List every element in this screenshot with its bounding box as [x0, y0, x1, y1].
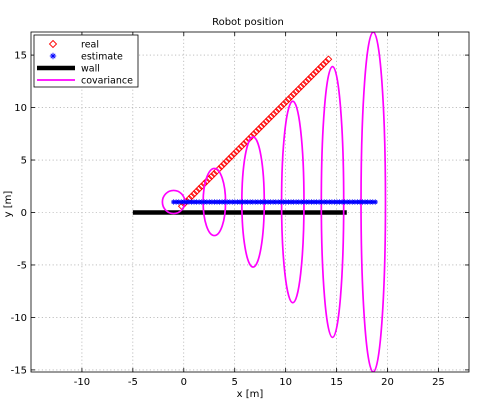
real-point — [292, 87, 300, 96]
legend-marker-estimate — [49, 52, 57, 60]
y-tick-label: -10 — [11, 313, 27, 324]
legend-item-covariance: covariance — [37, 75, 133, 86]
x-tick-label: 25 — [432, 377, 445, 388]
y-tick-label: 10 — [14, 103, 27, 114]
series-real — [177, 55, 333, 211]
real-point — [279, 100, 288, 108]
real-point — [222, 157, 231, 166]
real-point — [202, 177, 211, 186]
y-tick-label: -5 — [17, 260, 27, 271]
legend-label: real — [81, 39, 99, 50]
real-point — [190, 189, 199, 198]
y-tick-label: -15 — [11, 365, 27, 376]
real-point — [269, 110, 278, 118]
real-point — [267, 112, 276, 121]
real-point — [324, 55, 333, 64]
x-tick-label: -10 — [74, 377, 90, 388]
estimate-point — [372, 199, 378, 205]
real-point — [232, 147, 241, 156]
x-tick-label: 0 — [181, 377, 187, 388]
real-point — [259, 120, 268, 128]
real-point — [272, 107, 281, 116]
legend-label: estimate — [81, 51, 123, 62]
real-point — [287, 92, 295, 101]
real-point — [192, 187, 201, 196]
x-tick-label: 20 — [381, 377, 394, 388]
axis-ticks: -10 -5 0 5 10 15 20 25 -15 -10 -5 0 5 10 15 — [11, 32, 469, 388]
real-point — [322, 57, 330, 66]
plot-frame — [30, 31, 470, 373]
y-tick-label: 5 — [21, 156, 27, 167]
real-point — [257, 122, 266, 131]
x-tick-label: 5 — [232, 377, 238, 388]
real-point — [207, 172, 216, 181]
y-axis-label: y [m] — [3, 191, 14, 218]
real-point — [240, 140, 248, 148]
real-point — [274, 105, 283, 113]
real-point — [247, 132, 256, 141]
legend-label: covariance — [81, 75, 133, 86]
real-point — [304, 75, 313, 84]
legend-box — [33, 34, 139, 88]
real-point — [309, 70, 318, 79]
real-point — [282, 97, 291, 106]
real-point — [195, 184, 203, 193]
x-tick-label: 10 — [279, 377, 292, 388]
real-point — [217, 162, 226, 171]
real-point — [225, 155, 233, 163]
real-point — [237, 142, 246, 151]
real-point — [297, 82, 305, 91]
real-point — [254, 125, 263, 133]
real-point — [312, 67, 320, 76]
real-point — [314, 65, 323, 74]
legend-label: wall — [81, 63, 100, 74]
legend-item-wall: wall — [37, 63, 100, 74]
real-point — [235, 145, 243, 153]
real-point — [230, 150, 238, 158]
real-point — [317, 62, 325, 71]
real-point — [220, 160, 228, 168]
series-estimate — [171, 199, 378, 205]
real-point — [277, 102, 286, 111]
real-point — [252, 127, 261, 136]
x-tick-label: -5 — [128, 377, 138, 388]
chart-title: Robot position — [212, 17, 284, 28]
real-point — [227, 152, 236, 161]
x-tick-label: 15 — [330, 377, 343, 388]
real-point — [307, 72, 315, 81]
real-point — [294, 85, 303, 94]
real-point — [210, 169, 218, 178]
real-point — [302, 77, 310, 86]
legend-marker-real — [48, 39, 58, 49]
plot-area — [132, 32, 387, 372]
y-tick-label: 0 — [21, 208, 27, 219]
real-point — [262, 117, 271, 126]
real-point — [284, 95, 293, 103]
real-point — [264, 115, 273, 123]
x-axis-label: x [m] — [237, 389, 264, 400]
legend-item-estimate: estimate — [49, 51, 123, 62]
real-point — [299, 80, 308, 89]
legend-item-real: real — [48, 39, 99, 50]
real-point — [289, 90, 298, 98]
real-point — [319, 60, 328, 69]
y-tick-label: 15 — [14, 51, 27, 62]
